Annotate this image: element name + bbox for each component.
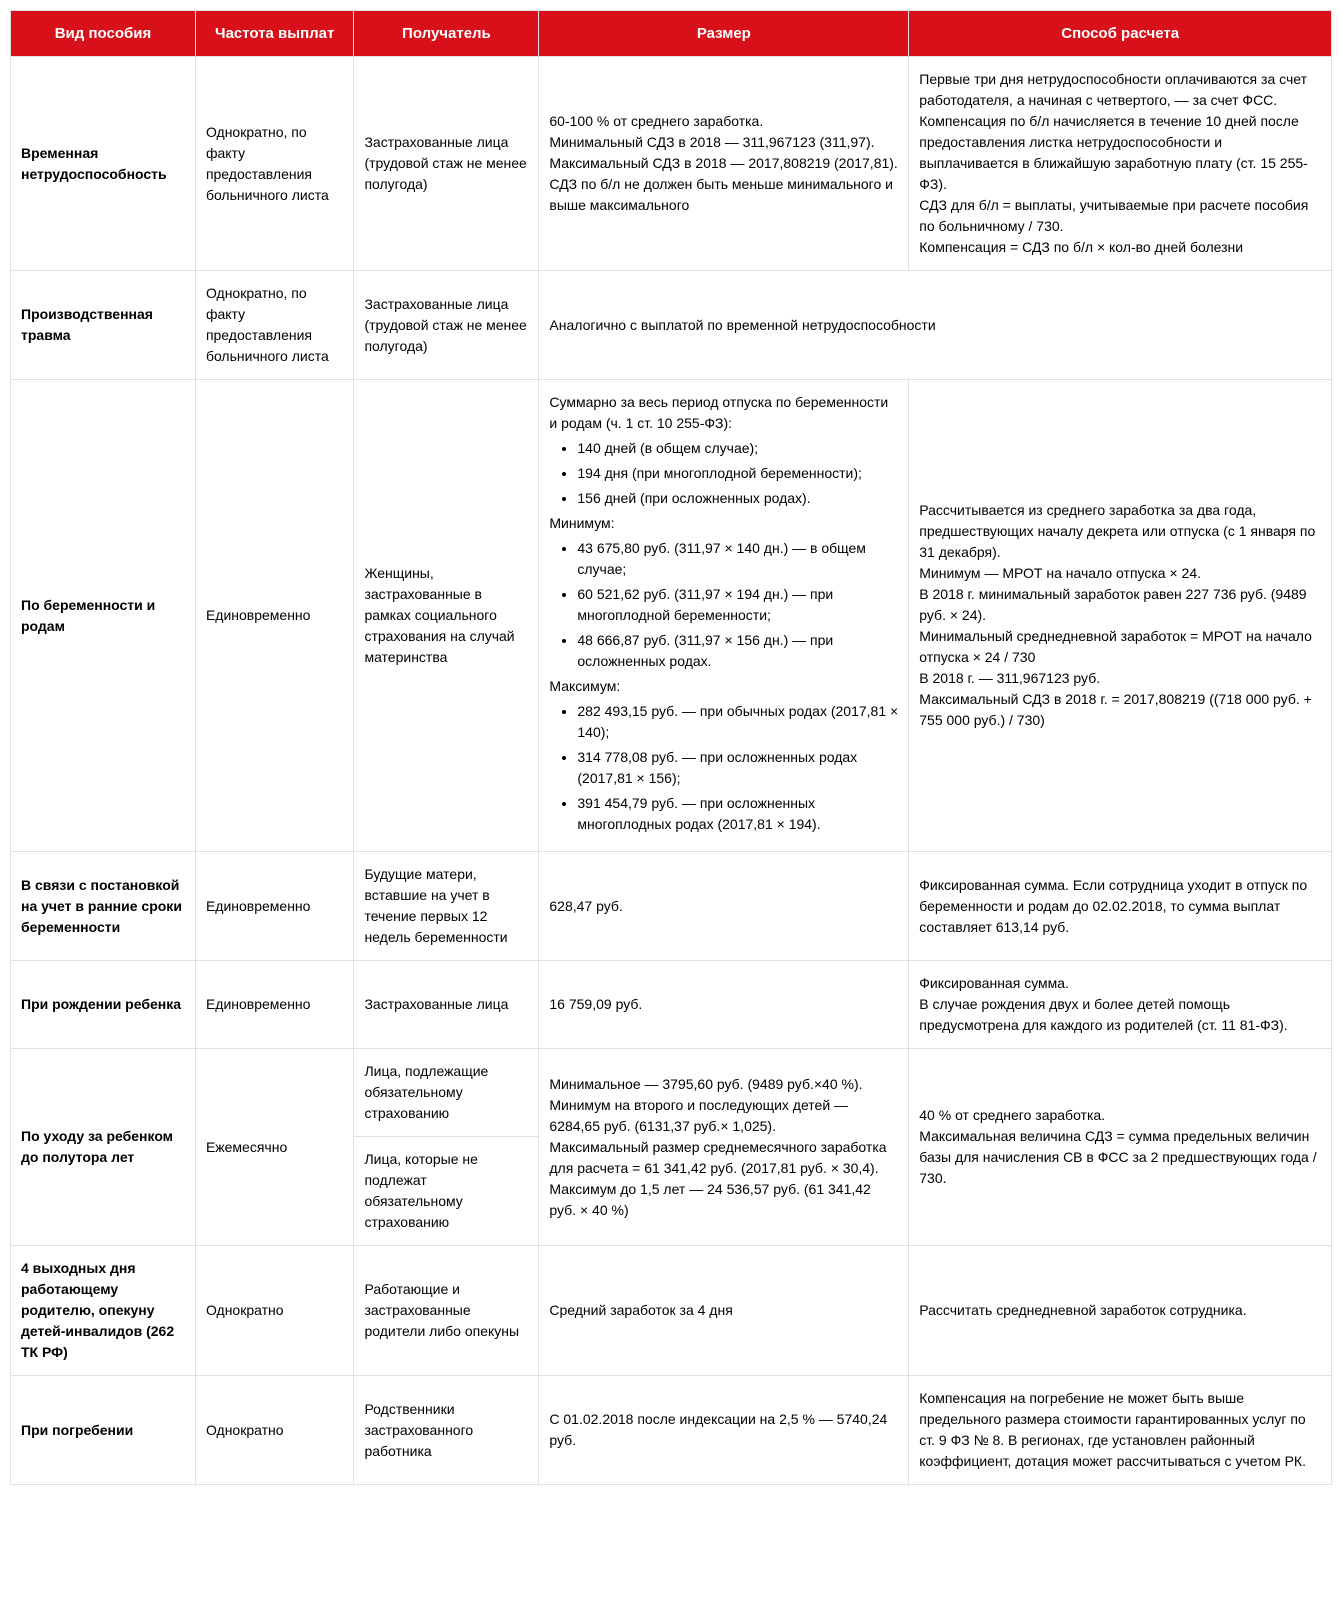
cell-size-calc: Аналогично с выплатой по временной нетру… bbox=[539, 271, 1332, 380]
col-calc: Способ расчета bbox=[909, 11, 1332, 57]
cell-freq: Единовременно bbox=[195, 852, 354, 961]
cell-type: В связи с постановкой на учет в ранние с… bbox=[11, 852, 196, 961]
table-row: По беременности и родам Единовременно Же… bbox=[11, 380, 1332, 852]
cell-calc: Рассчитывается из среднего заработка за … bbox=[909, 380, 1332, 852]
header-row: Вид пособия Частота выплат Получатель Ра… bbox=[11, 11, 1332, 57]
cell-freq: Однократно, по факту предоставления боль… bbox=[195, 57, 354, 271]
cell-type: По уходу за ребенком до полутора лет bbox=[11, 1049, 196, 1246]
cell-freq: Единовременно bbox=[195, 961, 354, 1049]
table-row: В связи с постановкой на учет в ранние с… bbox=[11, 852, 1332, 961]
cell-size: Средний заработок за 4 дня bbox=[539, 1246, 909, 1376]
cell-type: Производственная травма bbox=[11, 271, 196, 380]
cell-size: Суммарно за весь период отпуска по берем… bbox=[539, 380, 909, 852]
cell-recip: Родственники застрахованного работника bbox=[354, 1376, 539, 1485]
cell-calc: Фиксированная сумма. В случае рождения д… bbox=[909, 961, 1332, 1049]
cell-recip: Работающие и застрахованные родители либ… bbox=[354, 1246, 539, 1376]
cell-freq: Однократно bbox=[195, 1376, 354, 1485]
table-row: Временная нетрудоспособность Однократно,… bbox=[11, 57, 1332, 271]
cell-recip-b: Лица, которые не подлежат обязательному … bbox=[354, 1137, 539, 1246]
cell-size: 628,47 руб. bbox=[539, 852, 909, 961]
cell-type: 4 выходных дня работающему родителю, опе… bbox=[11, 1246, 196, 1376]
cell-type: По беременности и родам bbox=[11, 380, 196, 852]
benefits-table: Вид пособия Частота выплат Получатель Ра… bbox=[10, 10, 1332, 1485]
cell-type: При погребении bbox=[11, 1376, 196, 1485]
cell-recip-a: Лица, подлежащие обязательному страхован… bbox=[354, 1049, 539, 1137]
cell-freq: Однократно, по факту предоставления боль… bbox=[195, 271, 354, 380]
cell-calc: Рассчитать среднедневной заработок сотру… bbox=[909, 1246, 1332, 1376]
table-row: 4 выходных дня работающему родителю, опе… bbox=[11, 1246, 1332, 1376]
cell-freq: Единовременно bbox=[195, 380, 354, 852]
col-freq: Частота выплат bbox=[195, 11, 354, 57]
col-recipient: Получатель bbox=[354, 11, 539, 57]
cell-calc: Первые три дня нетрудоспособности оплачи… bbox=[909, 57, 1332, 271]
table-row: При погребении Однократно Родственники з… bbox=[11, 1376, 1332, 1485]
cell-size: Минимальное — 3795,60 руб. (9489 руб.×40… bbox=[539, 1049, 909, 1246]
table-row: Производственная травма Однократно, по ф… bbox=[11, 271, 1332, 380]
cell-type: Временная нетрудоспособность bbox=[11, 57, 196, 271]
col-type: Вид пособия bbox=[11, 11, 196, 57]
cell-freq: Однократно bbox=[195, 1246, 354, 1376]
cell-size: 60-100 % от среднего заработка. Минималь… bbox=[539, 57, 909, 271]
cell-size: С 01.02.2018 после индексации на 2,5 % —… bbox=[539, 1376, 909, 1485]
col-size: Размер bbox=[539, 11, 909, 57]
cell-calc: Компенсация на погребение не может быть … bbox=[909, 1376, 1332, 1485]
cell-recip: Женщины, застрахованные в рамках социаль… bbox=[354, 380, 539, 852]
cell-recip: Застрахованные лица (трудовой стаж не ме… bbox=[354, 271, 539, 380]
table-row: По уходу за ребенком до полутора лет Еже… bbox=[11, 1049, 1332, 1137]
cell-recip: Будущие матери, вставшие на учет в течен… bbox=[354, 852, 539, 961]
cell-freq: Ежемесячно bbox=[195, 1049, 354, 1246]
cell-calc: 40 % от среднего заработка. Максимальная… bbox=[909, 1049, 1332, 1246]
cell-size: 16 759,09 руб. bbox=[539, 961, 909, 1049]
cell-recip: Застрахованные лица (трудовой стаж не ме… bbox=[354, 57, 539, 271]
table-row: При рождении ребенка Единовременно Застр… bbox=[11, 961, 1332, 1049]
cell-calc: Фиксированная сумма. Если сотрудница ухо… bbox=[909, 852, 1332, 961]
cell-type: При рождении ребенка bbox=[11, 961, 196, 1049]
cell-recip: Застрахованные лица bbox=[354, 961, 539, 1049]
